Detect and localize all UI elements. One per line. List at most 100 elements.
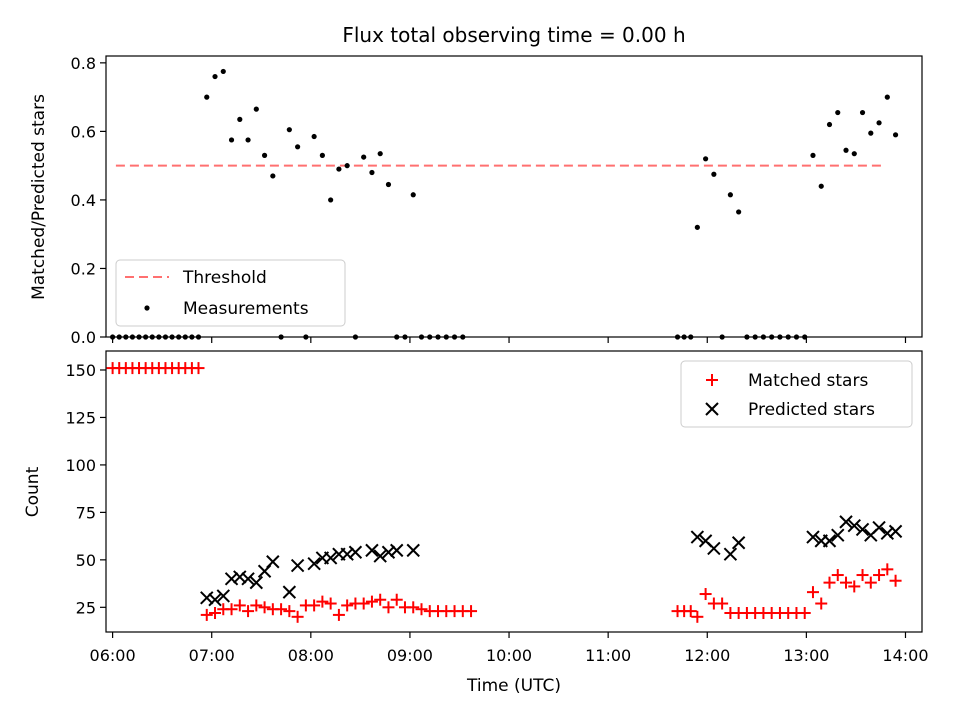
predicted-star-point <box>249 575 264 590</box>
predicted-star-point <box>282 585 297 599</box>
matched-star-point <box>357 597 370 610</box>
matched-star-point <box>200 608 213 621</box>
top-y-axis: 0.0 0.2 0.4 0.6 0.8 <box>71 54 106 347</box>
top-panel: 0.00.20.40.60.8 Matched/Predicted stars … <box>29 54 923 347</box>
measurement-point <box>711 171 717 177</box>
matched-star-point <box>684 605 697 618</box>
measurement-point <box>843 147 849 153</box>
matched-legend-marker <box>706 374 718 386</box>
matched-star-point <box>699 588 712 601</box>
measurement-point <box>826 121 833 128</box>
predicted-star-point <box>200 591 214 605</box>
measurement-point <box>818 183 824 189</box>
measurement-point <box>703 156 709 162</box>
measurement-point <box>361 154 367 160</box>
y-tick-label: 0.0 <box>71 328 96 347</box>
measurement-point <box>319 152 325 158</box>
matched-legend-label: Matched stars <box>748 371 868 391</box>
predicted-star-point <box>723 547 738 561</box>
x-tick-label: 13:00 <box>783 646 829 665</box>
measurement-point <box>336 166 342 172</box>
matched-star-point <box>233 599 246 612</box>
predicted-star-point <box>241 572 255 586</box>
x-tick-label: 08:00 <box>288 646 334 665</box>
top-axes-frame <box>105 55 923 338</box>
bottom-legend: Matched stars Predicted stars <box>680 360 913 428</box>
measurements-legend-marker <box>144 305 150 311</box>
top-legend: Threshold Measurements <box>115 259 346 327</box>
bottom-plot-area <box>106 362 903 623</box>
matched-star-point <box>691 610 704 623</box>
predicted-star-point <box>307 556 321 571</box>
measurement-point <box>237 116 243 122</box>
matched-star-point <box>316 595 329 608</box>
matched-star-point <box>856 569 869 582</box>
matched-star-point <box>192 362 205 375</box>
predicted-star-point <box>381 545 396 559</box>
predicted-star-point <box>365 543 379 558</box>
bottom-legend-box <box>680 360 913 428</box>
bottom-panel: 25 50 75 100 125 150 06:00 07:00 08:00 09:00 10:0… <box>23 350 929 696</box>
y-tick-label: 25 <box>76 598 96 617</box>
matched-star-point <box>209 607 222 620</box>
x-tick-label: 12:00 <box>684 646 730 665</box>
y-tick-label: 100 <box>65 456 96 475</box>
matched-star-point <box>806 586 819 599</box>
measurement-point <box>410 192 416 198</box>
matched-star-point <box>840 576 853 589</box>
measurements-legend-label: Measurements <box>183 299 309 319</box>
measurement-point <box>286 127 292 133</box>
matched-star-point <box>250 599 263 612</box>
predicted-star-point <box>216 589 230 603</box>
measurement-point <box>385 181 392 188</box>
y-tick-label: 50 <box>76 551 96 570</box>
predicted-star-point <box>872 520 886 535</box>
matched-star-point <box>465 605 478 618</box>
y-tick-label: 75 <box>76 503 96 522</box>
matched-star-point <box>332 608 345 621</box>
predicted-star-point <box>348 545 363 559</box>
measurement-point <box>377 151 383 157</box>
matched-star-point <box>382 601 395 614</box>
bottom-y-axis-label: Count <box>23 466 43 517</box>
measurement-point <box>876 120 882 126</box>
matched-star-point <box>291 610 304 623</box>
matched-star-point <box>225 603 238 616</box>
matched-star-point <box>889 574 902 587</box>
measurement-point <box>204 94 210 100</box>
predicted-star-point <box>839 515 853 529</box>
matched-star-point <box>374 593 387 606</box>
bottom-x-axis: 06:00 07:00 08:00 09:00 10:00 11:00 12:00 13:00… <box>90 632 929 665</box>
matched-star-point <box>815 597 828 610</box>
measurement-point <box>253 106 259 112</box>
predicted-star-point <box>690 530 705 544</box>
measurement-point <box>694 224 700 230</box>
measurement-point <box>892 132 899 138</box>
top-y-axis-label: Matched/Predicted stars <box>29 94 49 300</box>
matched-star-point <box>341 599 354 612</box>
y-tick-label: 0.8 <box>71 54 96 73</box>
predicted-star-point <box>731 536 746 550</box>
predicted-legend-marker <box>705 402 719 416</box>
predicted-star-point <box>888 524 903 539</box>
predicted-star-point <box>266 555 280 569</box>
predicted-star-point <box>406 543 420 558</box>
measurement-point <box>344 163 350 169</box>
predicted-star-point <box>323 551 338 565</box>
predicted-star-point <box>233 570 247 584</box>
matched-star-point <box>407 601 420 614</box>
measurement-point <box>261 152 268 158</box>
measurement-point <box>311 133 317 140</box>
predicted-star-point <box>822 534 837 548</box>
measurement-point <box>851 151 857 157</box>
measurement-point <box>835 109 841 116</box>
measurement-point <box>369 169 375 176</box>
predicted-star-point <box>340 547 354 561</box>
measurement-point <box>212 73 218 80</box>
matched-star-point <box>258 601 271 614</box>
x-tick-label: 14:00 <box>882 646 928 665</box>
predicted-star-point <box>806 530 820 544</box>
matched-star-point <box>716 597 729 610</box>
y-tick-label: 0.2 <box>71 259 96 278</box>
matched-star-point <box>324 597 337 610</box>
